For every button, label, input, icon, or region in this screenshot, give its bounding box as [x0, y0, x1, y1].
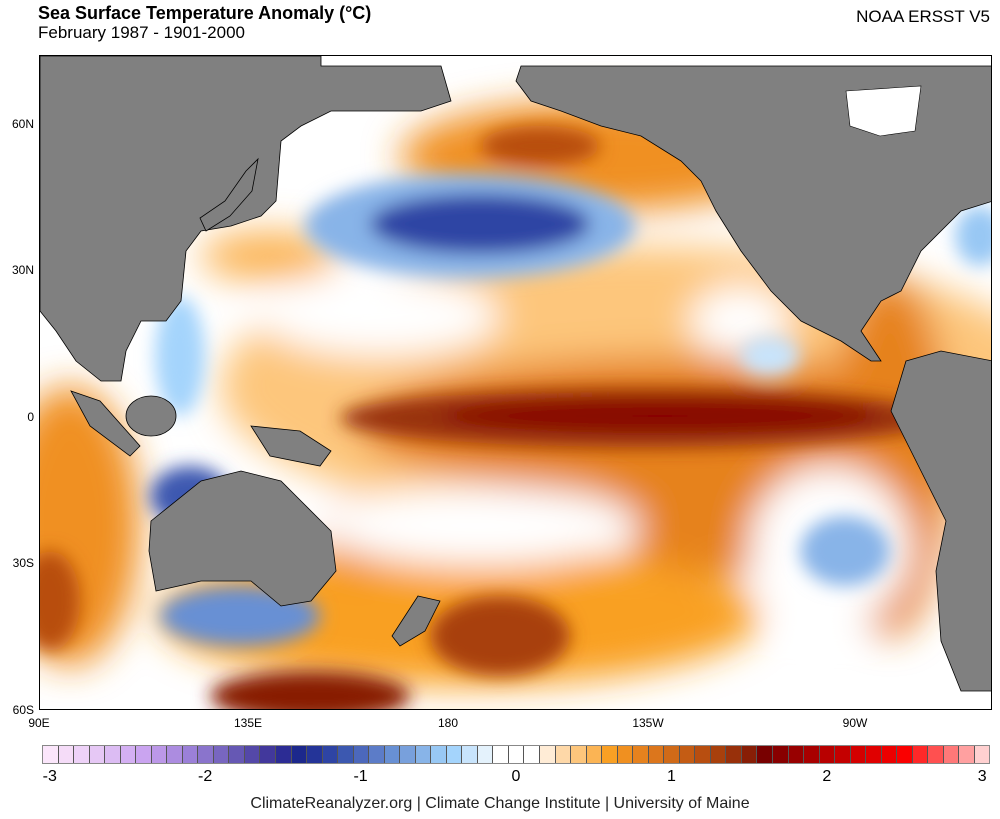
colorbar-cell — [415, 746, 432, 763]
colorbar-cell — [881, 746, 898, 763]
colorbar-cell — [182, 746, 199, 763]
lat-label-30n: 30N — [11, 263, 34, 277]
australia-land — [148, 470, 337, 607]
chart-title: Sea Surface Temperature Anomaly (°C) — [38, 3, 372, 23]
colorbar-cell — [58, 746, 75, 763]
colorbar-cell — [524, 746, 540, 763]
footer-credits: ClimateReanalyzer.org | Climate Change I… — [250, 795, 750, 812]
colorbar-cell — [710, 746, 727, 763]
colorbar-tick-label: 1 — [666, 768, 676, 785]
dataset-label: NOAA ERSST V5 — [856, 7, 990, 26]
colorbar-cell — [105, 746, 121, 763]
lat-label-0: 0 — [27, 410, 34, 424]
colorbar-cell — [772, 746, 789, 763]
colorbar-cell — [338, 746, 354, 763]
colorbar-cell — [633, 746, 649, 763]
colorbar-cell — [244, 746, 261, 763]
colorbar-cell — [400, 746, 416, 763]
colorbar-tick-label: -2 — [198, 768, 213, 785]
colorbar-cell — [664, 746, 680, 763]
colorbar-cell — [648, 746, 665, 763]
colorbar-cell — [912, 746, 929, 763]
colorbar-cell — [74, 746, 90, 763]
colorbar-cell — [353, 746, 370, 763]
colorbar-cell — [866, 746, 882, 763]
colorbar-cell — [741, 746, 758, 763]
colorbar-tick-label: 2 — [822, 768, 832, 785]
hudson-bay-ice — [845, 85, 922, 137]
new-zealand-land — [391, 595, 441, 647]
colorbar-cell — [508, 746, 525, 763]
colorbar-cell — [151, 746, 168, 763]
colorbar-cell — [571, 746, 587, 763]
colorbar-cell — [43, 746, 59, 763]
colorbar-cell — [493, 746, 509, 763]
colorbar-cell — [819, 746, 836, 763]
land — [40, 56, 991, 692]
colorbar-cell — [726, 746, 742, 763]
colorbar-cell — [788, 746, 805, 763]
colorbar-cell — [89, 746, 106, 763]
colorbar-cell — [322, 746, 339, 763]
colorbar-cell — [384, 746, 401, 763]
asia-land — [40, 56, 452, 382]
map-panel — [39, 55, 992, 710]
colorbar-cell — [260, 746, 276, 763]
japan-land — [199, 157, 259, 232]
colorbar-cell — [213, 746, 230, 763]
colorbar-cell — [897, 746, 913, 763]
chart-subtitle: February 1987 - 1901-2000 — [38, 23, 245, 42]
borneo-land — [125, 395, 177, 437]
colorbar-cell — [928, 746, 944, 763]
colorbar-cell — [695, 746, 711, 763]
colorbar-cell — [291, 746, 308, 763]
lon-label-180: 180 — [437, 716, 459, 730]
colorbar-cell — [120, 746, 137, 763]
lat-label-60s: 60S — [12, 703, 34, 717]
colorbar-tick-label: 3 — [977, 768, 987, 785]
colorbar-cell — [555, 746, 572, 763]
colorbar-cell — [369, 746, 385, 763]
colorbar-cell — [679, 746, 696, 763]
colorbar-cell — [602, 746, 618, 763]
colorbar-cell — [835, 746, 851, 763]
colorbar-cell — [477, 746, 494, 763]
colorbar-cell — [974, 746, 990, 763]
anomaly-map — [40, 56, 991, 709]
colorbar-cell — [540, 746, 556, 763]
colorbar-cell — [757, 746, 773, 763]
colorbar-tick-label: 0 — [511, 768, 521, 785]
colorbar-tick-label: -3 — [42, 768, 57, 785]
north-america-land — [515, 65, 991, 362]
lon-label-90w: 90W — [842, 716, 868, 730]
lat-label-30s: 30S — [12, 556, 34, 570]
new-guinea-land — [250, 425, 332, 467]
colorbar-cell — [431, 746, 447, 763]
colorbar-cell — [850, 746, 867, 763]
colorbar — [42, 745, 990, 764]
colorbar-cell — [617, 746, 634, 763]
colorbar-cell — [307, 746, 323, 763]
lon-label-135w: 135W — [632, 716, 664, 730]
colorbar-cell — [804, 746, 820, 763]
colorbar-cell — [943, 746, 960, 763]
colorbar-tick-label: -1 — [353, 768, 368, 785]
colorbar-cell — [198, 746, 214, 763]
colorbar-cell — [136, 746, 152, 763]
colorbar-cell — [167, 746, 183, 763]
colorbar-cell — [462, 746, 478, 763]
lon-label-90e: 90E — [28, 716, 50, 730]
lon-label-135e: 135E — [233, 716, 263, 730]
sumatra-land — [70, 390, 141, 457]
colorbar-cell — [275, 746, 292, 763]
south-america-land — [890, 350, 991, 692]
colorbar-cell — [959, 746, 975, 763]
colorbar-cell — [586, 746, 603, 763]
lat-label-60n: 60N — [11, 117, 34, 131]
colorbar-cell — [229, 746, 245, 763]
colorbar-cell — [446, 746, 463, 763]
